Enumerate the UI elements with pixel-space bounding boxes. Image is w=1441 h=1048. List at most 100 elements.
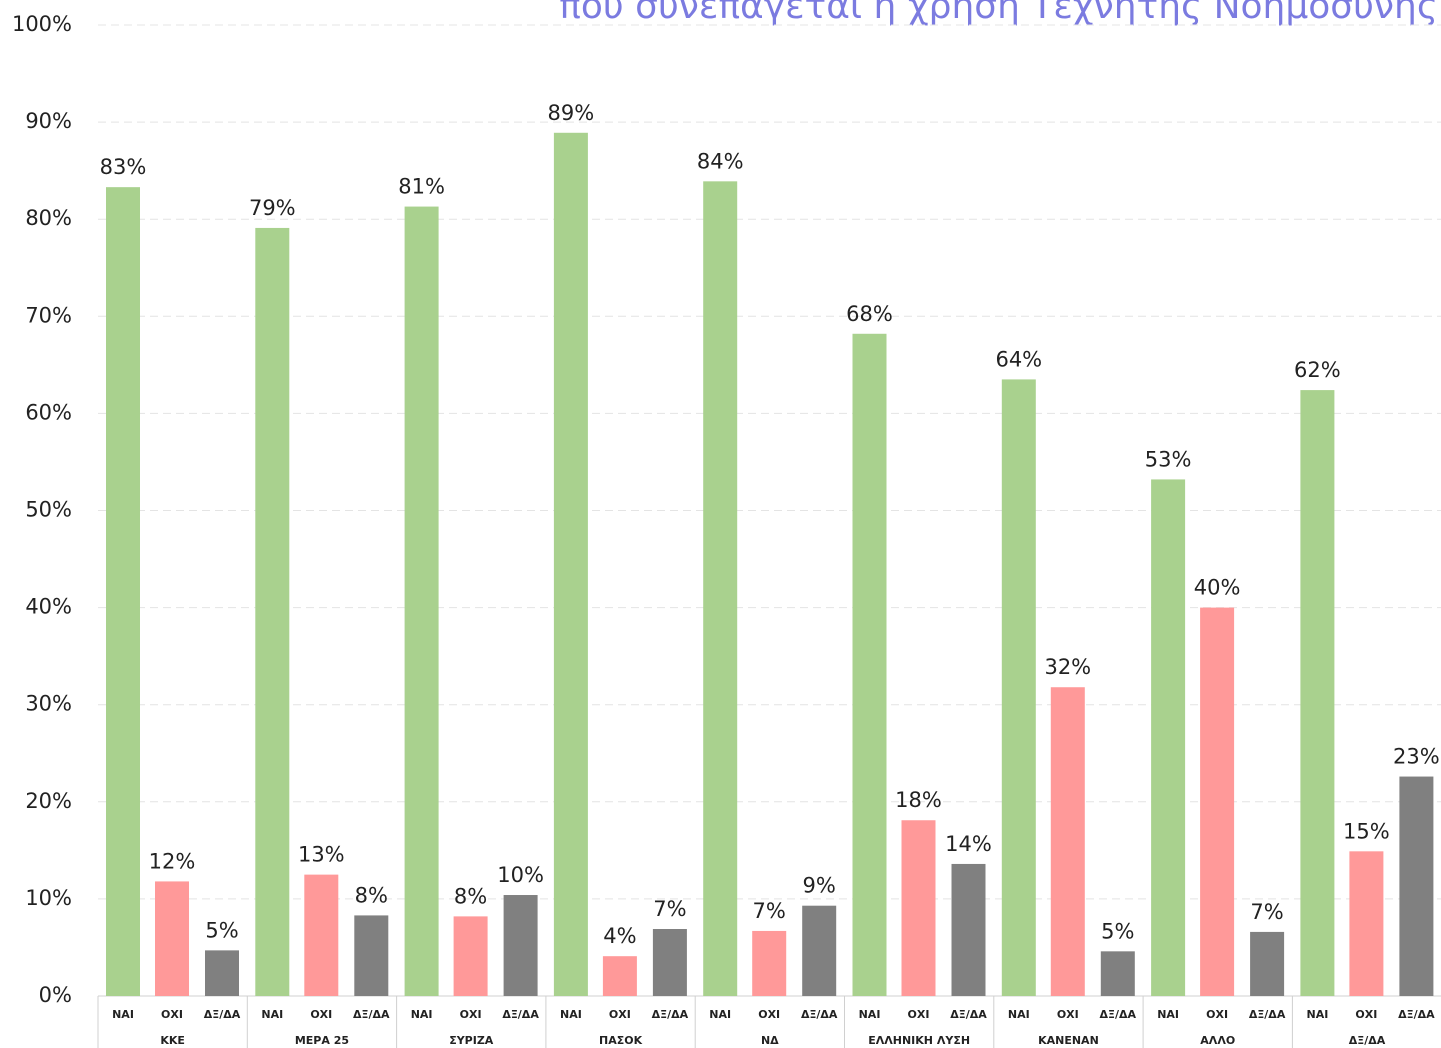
bar [1200,607,1235,996]
data-label: 23% [1393,745,1440,769]
y-tick-label: 90% [25,109,72,133]
data-label: 14% [945,832,992,856]
x-tick-label: ΟΧΙ [758,1008,780,1021]
data-label: 68% [846,302,893,326]
x-tick-label: ΟΧΙ [161,1008,183,1021]
data-label: 7% [753,899,786,923]
bar [106,187,140,997]
bar [752,930,787,996]
bar [453,916,488,996]
x-tick-label: ΔΞ/ΔΑ [801,1008,838,1021]
data-label: 79% [249,196,296,220]
x-tick-label: ΝΑΙ [859,1008,881,1021]
data-label: 89% [548,101,595,125]
x-tick-label: ΔΞ/ΔΑ [1249,1008,1286,1021]
x-group-label: ΔΞ/ΔΑ [1349,1034,1386,1047]
data-label: 8% [355,883,388,907]
x-tick-label: ΟΧΙ [310,1008,332,1021]
x-tick-label: ΔΞ/ΔΑ [652,1008,689,1021]
bar [1300,390,1335,996]
data-label: 32% [1044,655,1091,679]
x-group-label: ΚΑΝΕΝΑΝ [1038,1034,1099,1047]
x-tick-label: ΟΧΙ [1355,1008,1377,1021]
x-tick-label: ΝΑΙ [1157,1008,1179,1021]
x-tick-label: ΝΑΙ [411,1008,433,1021]
x-group-label: ΝΔ [761,1034,779,1047]
y-tick-label: 20% [25,789,72,813]
x-tick-label: ΝΑΙ [1008,1008,1030,1021]
x-tick-label: ΟΧΙ [908,1008,930,1021]
x-tick-label: ΝΑΙ [112,1008,134,1021]
data-label: 9% [803,874,836,898]
data-label: 81% [398,175,445,199]
y-tick-label: 30% [25,692,72,716]
y-tick-label: 60% [25,400,72,424]
data-label: 5% [1101,919,1134,943]
x-tick-label: ΝΑΙ [709,1008,731,1021]
data-label: 84% [697,149,744,173]
bar [1001,379,1036,996]
x-group-label: ΣΥΡΙΖΑ [449,1034,494,1047]
x-group-label: ΑΛΛΟ [1200,1034,1235,1047]
x-tick-label: ΔΞ/ΔΑ [353,1008,390,1021]
x-tick-label: ΝΑΙ [560,1008,582,1021]
bar [354,915,389,996]
bar [703,181,738,996]
y-tick-label: 100% [12,12,72,36]
bar [205,950,239,996]
y-tick-label: 70% [25,303,72,327]
x-group-label: ΠΑΣΟΚ [599,1034,643,1047]
data-label: 15% [1343,819,1390,843]
x-tick-label: ΟΧΙ [1057,1008,1079,1021]
x-tick-label: ΔΞ/ΔΑ [1398,1008,1435,1021]
data-label: 13% [298,843,345,867]
bar [1349,851,1384,996]
bar [255,227,290,997]
x-tick-label: ΔΞ/ΔΑ [950,1008,987,1021]
data-label: 12% [149,849,196,873]
y-tick-label: 10% [25,886,72,910]
x-tick-label: ΔΞ/ΔΑ [204,1008,241,1021]
bar [951,863,986,996]
data-label: 4% [603,924,636,948]
data-label: 62% [1294,358,1341,382]
bar [1250,931,1285,996]
x-tick-label: ΔΞ/ΔΑ [1100,1008,1137,1021]
x-group-label: ΜΕΡΑ 25 [295,1034,349,1047]
data-label: 5% [205,918,238,942]
data-label: 7% [1250,900,1283,924]
data-label: 64% [995,347,1042,371]
bar [553,132,588,996]
bar [404,206,439,996]
x-group-label: ΚΚΕ [160,1034,185,1047]
y-tick-label: 40% [25,595,72,619]
x-tick-label: ΟΧΙ [609,1008,631,1021]
x-tick-label: ΝΑΙ [1306,1008,1328,1021]
y-tick-label: 80% [25,206,72,230]
bar [304,874,339,996]
x-tick-label: ΟΧΙ [1206,1008,1228,1021]
bar [602,956,637,996]
chart-title: που συνεπάγεται η χρήση Τεχνητής Νοημοσύ… [559,0,1438,27]
bar [802,905,837,996]
y-tick-label: 50% [25,498,72,522]
x-tick-label: ΝΑΙ [261,1008,283,1021]
bar [155,881,189,996]
data-label: 40% [1194,576,1241,600]
data-label: 8% [454,884,487,908]
bar [503,895,538,996]
data-label: 18% [895,788,942,812]
data-label: 10% [497,863,544,887]
bar [1151,479,1186,997]
bar [1050,687,1085,996]
data-label: 7% [653,897,686,921]
data-label: 83% [100,155,147,179]
bar [1399,776,1434,996]
bar [852,333,887,996]
x-tick-label: ΟΧΙ [460,1008,482,1021]
bar [1100,951,1135,996]
bar [652,929,687,996]
bar [901,820,936,996]
x-group-label: ΕΛΛΗΝΙΚΗ ΛΥΣΗ [868,1034,970,1047]
y-tick-label: 0% [39,983,72,1007]
